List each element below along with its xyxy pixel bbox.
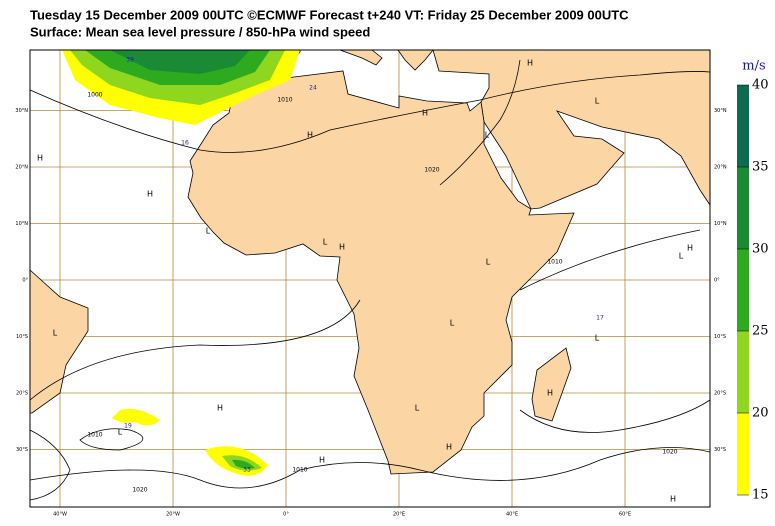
latitude-label: 0° [714, 278, 720, 284]
wind-label: 39 [126, 57, 134, 64]
wind-35 [110, 50, 250, 74]
pressure-center: H [547, 389, 553, 398]
pressure-center: L [415, 404, 420, 413]
longitude-label: 60°E [619, 512, 631, 518]
colorbar-band [737, 85, 749, 167]
latitude-label: 0° [22, 278, 28, 284]
longitude-label: 20°E [393, 512, 405, 518]
pressure-center: L [118, 428, 123, 437]
isobar [439, 59, 521, 186]
pressure-center: H [307, 131, 313, 140]
latitude-label: 30°S [16, 447, 28, 453]
isobar [519, 229, 701, 291]
colorbar-label: 35 [752, 160, 769, 175]
colorbar-band [737, 413, 749, 495]
isobar [79, 428, 144, 451]
pressure-center: H [446, 443, 452, 452]
longitude-label: 0° [283, 512, 289, 518]
pressure-center: L [450, 319, 455, 328]
isobar [29, 299, 361, 401]
pressure-center: H [527, 59, 533, 68]
pressure-center: L [485, 131, 490, 140]
isobar-label: 1020 [132, 487, 147, 494]
colorbar-band [737, 331, 749, 413]
longitude-label: 40°E [506, 512, 518, 518]
pressure-center: L [53, 329, 58, 338]
isobar [29, 429, 71, 501]
colorbar-label: 40 [752, 78, 769, 93]
colorbar-band [737, 167, 749, 249]
pressure-center: H [217, 404, 223, 413]
pressure-center: H [339, 243, 345, 252]
legend-unit: m/s [742, 59, 765, 74]
colorbar-label: 25 [752, 324, 769, 339]
wind-label: 16 [181, 140, 189, 147]
wind-20 [112, 408, 160, 426]
isobar-label: 1010 [277, 97, 292, 104]
south-america [29, 269, 89, 414]
isobar-label: 1000 [87, 92, 102, 99]
pressure-center: H [687, 244, 693, 253]
longitude-label: 20°W [166, 512, 180, 518]
latitude-label: 10°S [714, 334, 726, 340]
latitude-label: 10°N [15, 221, 28, 227]
longitude-label: 40°W [53, 512, 67, 518]
wind-label: 24 [309, 85, 317, 92]
isobar-label: 1020 [662, 449, 677, 456]
wind-30 [232, 459, 255, 469]
pressure-center: L [323, 238, 328, 247]
wind-shading [62, 50, 300, 476]
isobar-label: 1010 [547, 259, 562, 266]
latitude-label: 20°S [16, 391, 28, 397]
pressure-center: L [595, 97, 600, 106]
colorbar-label: 30 [752, 242, 769, 257]
pressure-center: L [206, 227, 211, 236]
pressure-center: H [670, 495, 676, 504]
isobar-label: 1020 [424, 167, 439, 174]
isobar-label: 1010 [87, 432, 102, 439]
isobar-label: 1010 [292, 467, 307, 474]
latitude-label: 20°N [714, 165, 727, 171]
latitude-label: 30°N [15, 108, 28, 114]
pressure-center: H [37, 154, 43, 163]
madagascar [531, 347, 572, 422]
subtitle: Surface: Mean sea level pressure / 850-h… [30, 24, 370, 39]
latitude-label: 20°S [714, 391, 726, 397]
pressure-center: H [422, 109, 428, 118]
map-frame [29, 49, 711, 508]
isobars [29, 59, 711, 501]
latitude-label: 30°S [714, 447, 726, 453]
latitude-label: 10°S [16, 334, 28, 340]
latitude-label: 30°N [714, 108, 727, 114]
title: Tuesday 15 December 2009 00UTC ©ECMWF Fo… [30, 7, 629, 22]
pressure-center: L [486, 258, 491, 267]
pressure-center: H [147, 190, 153, 199]
wind-label: 33 [243, 467, 251, 474]
colorbar-label: 15 [752, 488, 769, 503]
wind-label: 17 [596, 315, 604, 322]
colorbar: 40 35 30 25 20 15 [737, 78, 769, 503]
pressure-center: H [319, 456, 325, 465]
asia [432, 49, 711, 210]
colorbar-band [737, 249, 749, 331]
latitude-label: 20°N [15, 165, 28, 171]
isobar [29, 447, 711, 489]
wind-label: 19 [124, 423, 132, 430]
pressure-center: L [679, 252, 684, 261]
pressure-center: L [595, 334, 600, 343]
colorbar-label: 20 [752, 406, 769, 421]
isobar [29, 71, 711, 153]
latitude-label: 10°N [714, 221, 727, 227]
isobar [519, 399, 711, 433]
land [29, 49, 711, 475]
